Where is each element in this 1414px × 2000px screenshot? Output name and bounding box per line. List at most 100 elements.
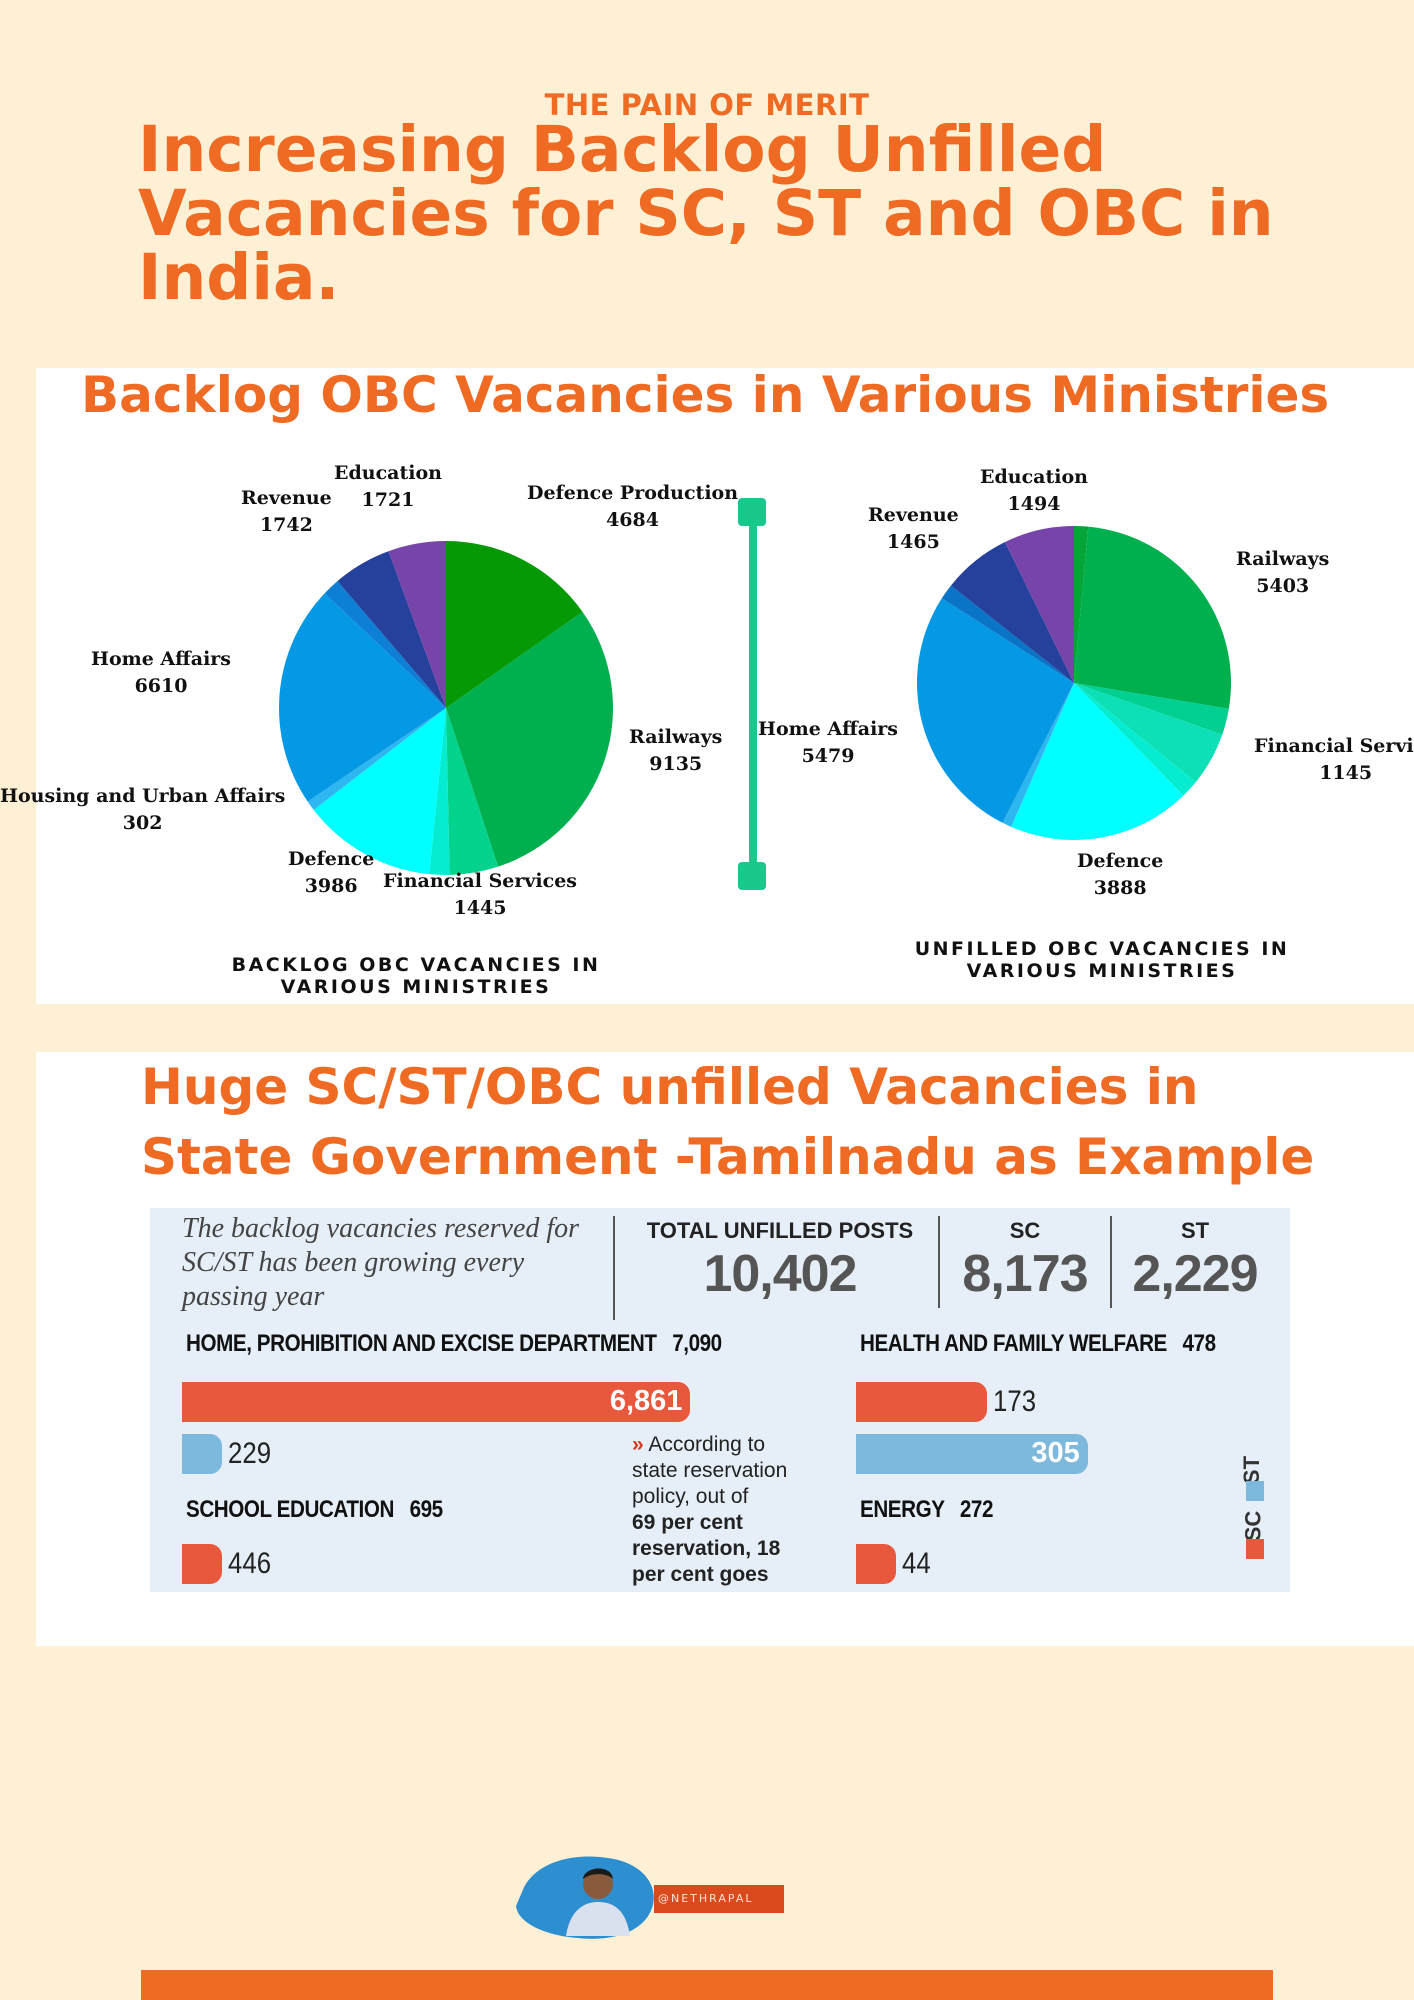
dept-home: HOME, PROHIBITION AND EXCISE DEPARTMENT … <box>186 1330 722 1358</box>
legend-st-label: ST <box>1239 1455 1265 1485</box>
sc-bar-value: 44 <box>902 1547 931 1580</box>
pie-slice-other <box>1002 683 1074 827</box>
pie-label-value: 1721 <box>361 489 415 511</box>
note-line: state reservation <box>632 1459 788 1482</box>
note-line: » According to <box>632 1432 832 1458</box>
pie2-label-railways: Railways 5403 <box>1236 546 1329 600</box>
st-label: ST <box>1180 1218 1210 1243</box>
slider-handle-top[interactable] <box>738 498 766 526</box>
pie2-label-education: Education 1494 <box>980 464 1088 518</box>
pie2-label-defence: Defence 3888 <box>1077 848 1163 902</box>
pie-label-name: Railways <box>1236 548 1330 570</box>
dept-name: HEALTH AND FAMILY WELFARE <box>860 1330 1167 1357</box>
tn-section-heading: Huge SC/ST/OBC unfilled Vacancies in Sta… <box>141 1052 1321 1192</box>
st-bar <box>182 1434 222 1474</box>
slider-track[interactable] <box>749 508 757 876</box>
pie-slice-revenue <box>337 551 446 708</box>
pie1-label-education: Education 1721 <box>334 460 442 514</box>
pie-slice-railways <box>446 611 613 867</box>
dept-name: SCHOOL EDUCATION <box>186 1496 394 1523</box>
pie2-label-financial-service: Financial Service 1145 <box>1254 733 1414 787</box>
st-bar-value: 229 <box>228 1437 272 1470</box>
st-bar-value: 305 <box>1031 1437 1080 1469</box>
header-kicker: THE PAIN OF MERIT <box>544 88 870 122</box>
pie-slice-other <box>324 581 446 708</box>
pie1-label-home-affairs: Home Affairs 6610 <box>91 646 231 700</box>
dept-school: SCHOOL EDUCATION 695 <box>186 1496 443 1524</box>
pie-label-name: Railways <box>629 726 723 748</box>
slider-handle-bottom[interactable] <box>738 862 766 890</box>
st-bar: 305 <box>856 1434 1088 1474</box>
sc-label: SC <box>1009 1218 1041 1243</box>
dept-name: HOME, PROHIBITION AND EXCISE DEPARTMENT <box>186 1330 657 1357</box>
pie-label-value: 1145 <box>1319 762 1373 784</box>
total-unfilled-label: TOTAL UNFILLED POSTS <box>646 1218 914 1243</box>
pie-label-name: Home Affairs <box>758 718 899 740</box>
pie-slice-other <box>1074 683 1196 796</box>
pie-slice-other <box>429 708 450 875</box>
sc-bar-value: 173 <box>993 1385 1037 1418</box>
legend-sc-swatch <box>1246 1539 1264 1559</box>
tn-panel: Huge SC/ST/OBC unfilled Vacancies in Sta… <box>36 1052 1414 1646</box>
backlog-pie-caption: BACKLOG OBC VACANCIES IN VARIOUS MINISTR… <box>216 954 616 998</box>
pie-label-value: 3888 <box>1093 877 1147 899</box>
pie-slice-other <box>1074 683 1229 735</box>
pie-slice-home-affairs <box>279 593 446 802</box>
dept-total: 272 <box>959 1496 994 1523</box>
avatar-hair <box>583 1868 613 1879</box>
sc-bar-value: 6,861 <box>609 1385 683 1417</box>
pie1-label-railways: Railways 9135 <box>629 724 722 778</box>
pie-label-name: Revenue <box>241 487 332 509</box>
pie-slice-defence <box>313 708 446 875</box>
pie1-label-financial-services: Financial Services 1445 <box>383 868 577 922</box>
note-line: per cent goes <box>632 1563 769 1586</box>
dept-total: 478 <box>1182 1330 1217 1357</box>
st-total-value: 2,229 <box>1132 1245 1258 1303</box>
pie-slice-education <box>388 541 446 708</box>
pie-slice-financial-services <box>446 708 499 875</box>
obc-section-heading: Backlog OBC Vacancies in Various Ministr… <box>81 366 1330 424</box>
clip-intro-text: The backlog vacancies reserved for SC/ST… <box>182 1213 580 1312</box>
dept-name: ENERGY <box>860 1496 945 1523</box>
pie-label-name: Education <box>980 466 1088 488</box>
reservation-note: » According to state reservation policy,… <box>632 1432 832 1588</box>
pie-label-value: 6610 <box>134 675 188 697</box>
pie1-label-defence: Defence 3986 <box>288 846 374 900</box>
pie-slice-other <box>1074 526 1089 683</box>
pie-slice-defence-production <box>446 541 583 708</box>
total-unfilled-value: 10,402 <box>703 1245 857 1303</box>
pie-label-name: Revenue <box>868 504 959 526</box>
pie-slice-other <box>941 585 1074 683</box>
pie-slice-defence <box>1011 683 1184 840</box>
dept-total: 7,090 <box>672 1330 722 1357</box>
pie-slice-railways <box>1074 526 1231 709</box>
pie-label-value: 3986 <box>304 875 358 897</box>
note-line-text: According to <box>648 1433 766 1456</box>
backlog-pie-chart <box>279 541 613 875</box>
pie-label-value: 5403 <box>1256 575 1310 597</box>
pie-slice-housing-and-urban-affairs <box>307 708 446 810</box>
pie-label-value: 9135 <box>649 753 703 775</box>
sc-bar-value: 446 <box>228 1547 272 1580</box>
sc-bar: 6,861 <box>182 1382 691 1422</box>
avatar-head <box>583 1869 613 1899</box>
pie-label-value: 4684 <box>606 509 659 531</box>
caption-line: VARIOUS MINISTRIES <box>966 960 1238 982</box>
page-title: Increasing Backlog Unfilled Vacancies fo… <box>138 113 1274 314</box>
divider <box>613 1216 615 1320</box>
pie-label-value: 1742 <box>259 514 313 536</box>
pie-label-name: Financial Service <box>1254 735 1414 757</box>
double-chevron-icon: » <box>632 1433 644 1456</box>
pie-label-name: Defence Production <box>527 482 739 504</box>
tn-heading-line2: State Government -Tamilnadu as Example <box>141 1128 1315 1186</box>
pie-slice-financial-service <box>1074 683 1223 783</box>
pie1-label-defence-production: Defence Production 4684 <box>527 480 738 534</box>
sc-st-legend: ST SC <box>1239 1443 1270 1583</box>
pie-slice-home-affairs <box>917 598 1074 823</box>
dept-energy: ENERGY 272 <box>860 1496 993 1524</box>
author-handle[interactable]: @NETHRAPAL <box>654 1885 784 1913</box>
newspaper-clipping: The backlog vacancies reserved for SC/ST… <box>150 1208 1290 1592</box>
tn-heading-line1: Huge SC/ST/OBC unfilled Vacancies in <box>141 1058 1199 1116</box>
author-avatar <box>516 1856 654 1939</box>
pie-label-value: 1494 <box>1007 493 1061 515</box>
